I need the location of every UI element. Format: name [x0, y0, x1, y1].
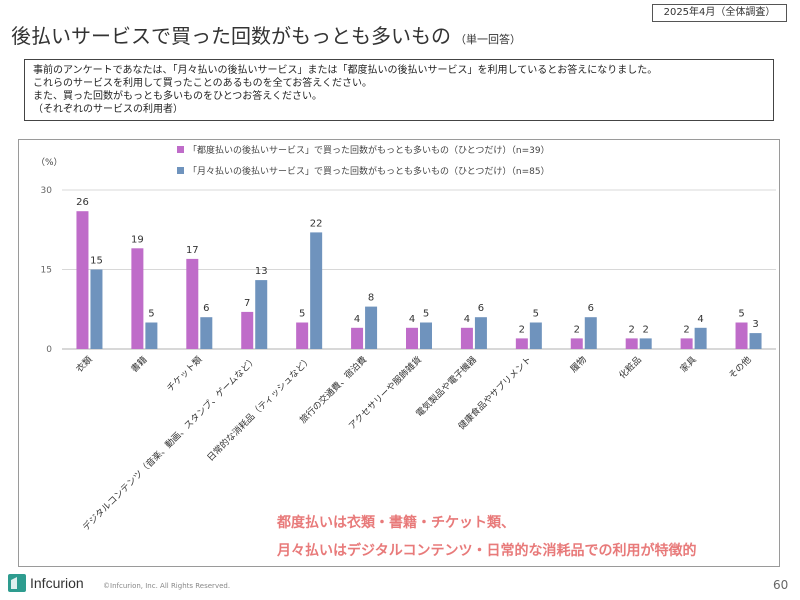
x-category-label: 履物: [568, 354, 589, 375]
bar: [296, 323, 308, 350]
y-tick-label: 15: [41, 266, 52, 276]
data-label: 4: [464, 314, 470, 325]
legend-label: 「月々払いの後払いサービス」で買った回数がもっとも多いもの（ひとつだけ）（n=8…: [188, 165, 550, 177]
data-label: 2: [643, 324, 649, 335]
data-label: 5: [299, 309, 305, 320]
bar: [516, 338, 528, 349]
data-label: 5: [423, 309, 429, 320]
data-label: 3: [752, 319, 758, 330]
data-label: 26: [76, 197, 89, 208]
y-tick-label: 30: [41, 186, 53, 196]
y-unit-label: （%）: [36, 157, 63, 168]
bar: [571, 338, 583, 349]
data-label: 19: [131, 234, 144, 245]
bar: [200, 317, 212, 349]
data-label: 2: [519, 324, 525, 335]
x-category-label: 化粧品: [616, 354, 644, 382]
data-label: 13: [255, 266, 268, 277]
page-number: 60: [773, 578, 788, 592]
bar: [186, 259, 198, 349]
x-category-label: その他: [726, 354, 754, 382]
bar: [530, 323, 542, 350]
data-label: 15: [90, 256, 103, 267]
data-label: 4: [409, 314, 415, 325]
data-label: 2: [574, 324, 580, 335]
data-label: 8: [368, 293, 374, 304]
bar: [461, 328, 473, 349]
bar: [681, 338, 693, 349]
data-label: 5: [533, 309, 539, 320]
data-label: 5: [738, 309, 744, 320]
data-label: 6: [478, 303, 484, 314]
bar: [241, 312, 253, 349]
y-tick-label: 0: [46, 345, 52, 355]
bar: [420, 323, 432, 350]
bar: [131, 248, 143, 349]
conclusion-line-1: 都度払いは衣類・書籍・チケット類、: [276, 514, 515, 531]
legend-swatch: [177, 146, 184, 153]
data-label: 4: [697, 314, 703, 325]
data-label: 6: [203, 303, 209, 314]
legend-swatch: [177, 167, 184, 174]
bar: [310, 232, 322, 349]
bar: [640, 338, 652, 349]
logo-text: Infcurion: [30, 575, 84, 591]
bar: [626, 338, 638, 349]
x-category-label: 電気製品や電子機器: [413, 354, 479, 420]
x-category-label: 日常的な消耗品（ティッシュなど）: [204, 354, 314, 464]
bar: [90, 270, 102, 350]
x-category-label: 衣類: [73, 354, 94, 375]
bar: [145, 323, 157, 350]
data-label: 17: [186, 245, 199, 256]
bar: [736, 323, 748, 350]
bar: [351, 328, 363, 349]
data-label: 2: [683, 324, 689, 335]
data-label: 6: [588, 303, 594, 314]
x-category-label: チケット類: [165, 354, 205, 394]
data-label: 7: [244, 298, 250, 309]
bar: [76, 211, 88, 349]
data-label: 4: [354, 314, 360, 325]
bar: [475, 317, 487, 349]
bar: [750, 333, 762, 349]
infcurion-logo-icon: [8, 574, 26, 592]
x-category-label: 書籍: [128, 354, 149, 375]
data-label: 2: [629, 324, 635, 335]
legend-label: 「都度払いの後払いサービス」で買った回数がもっとも多いもの（ひとつだけ）（n=3…: [188, 144, 550, 156]
bar: [695, 328, 707, 349]
bar: [365, 307, 377, 349]
bar: [585, 317, 597, 349]
conclusion-line-2: 月々払いはデジタルコンテンツ・日常的な消耗品での利用が特徴的: [276, 542, 696, 559]
bar: [406, 328, 418, 349]
data-label: 22: [310, 218, 323, 229]
data-label: 5: [148, 309, 154, 320]
copyright-text: ©Infcurion, Inc. All Rights Reserved.: [103, 582, 230, 590]
bar: [255, 280, 267, 349]
x-category-label: 家具: [678, 354, 699, 375]
bar-chart: （%） 0 15 30 「都度払いの後払いサービス」で買った回数がもっとも多いもの（ひと…: [0, 0, 800, 600]
